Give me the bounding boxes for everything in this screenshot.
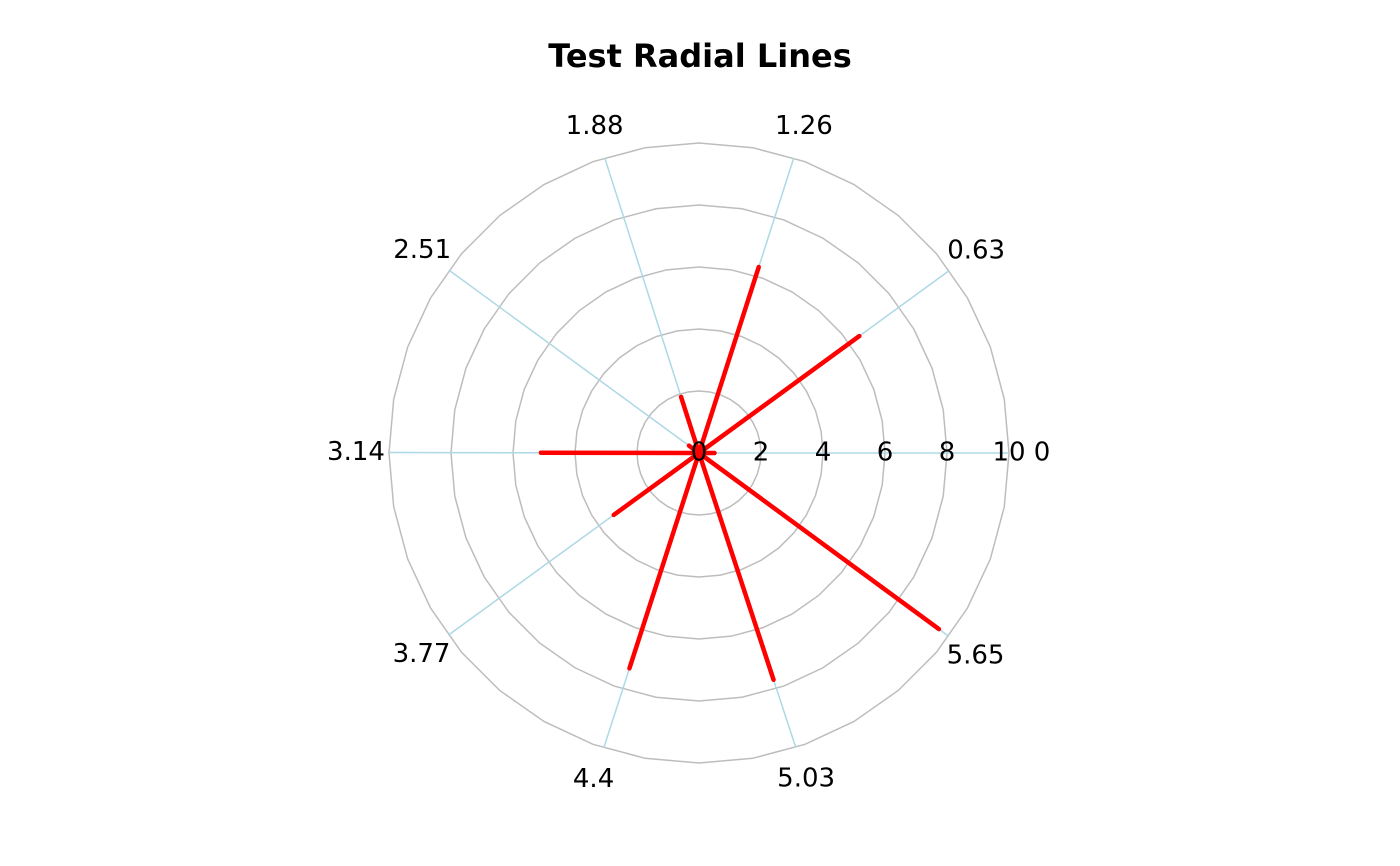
r-tick-label: 8 [939,438,956,468]
theta-tick-label: 3.14 [327,437,385,467]
radial-line [696,450,776,683]
r-tick-label: 10 [992,438,1025,468]
r-tick-label: 0 [691,438,708,468]
theta-tick-label: 5.65 [947,640,1005,670]
theta-tick-label: 3.77 [393,639,451,669]
radial-line [696,450,942,632]
marks [538,264,942,683]
radial-line [678,394,702,456]
theta-tick-label: 1.26 [775,111,833,141]
chart-title: Test Radial Lines [548,37,851,75]
radial-line [696,333,862,456]
theta-tick-label: 0 [1034,438,1051,468]
theta-tick-label: 4.4 [573,764,614,794]
radial-line [627,450,702,671]
theta-tick-label: 1.88 [566,111,624,141]
r-tick-label: 2 [753,438,770,468]
theta-tick-label: 0.63 [947,235,1005,265]
theta-tick-label: 5.03 [777,763,835,793]
theta-tick-label: 2.51 [393,235,451,265]
labels: 0 2 4 6 8 10 0 0.63 1.26 1.88 2.51 3.14 3.77 4.4 5.03 5… [327,111,1050,794]
r-tick-label: 4 [815,438,832,468]
radial-line [696,264,761,456]
radial-line [611,450,702,518]
spoke [448,269,700,454]
r-tick-label: 6 [877,438,894,468]
